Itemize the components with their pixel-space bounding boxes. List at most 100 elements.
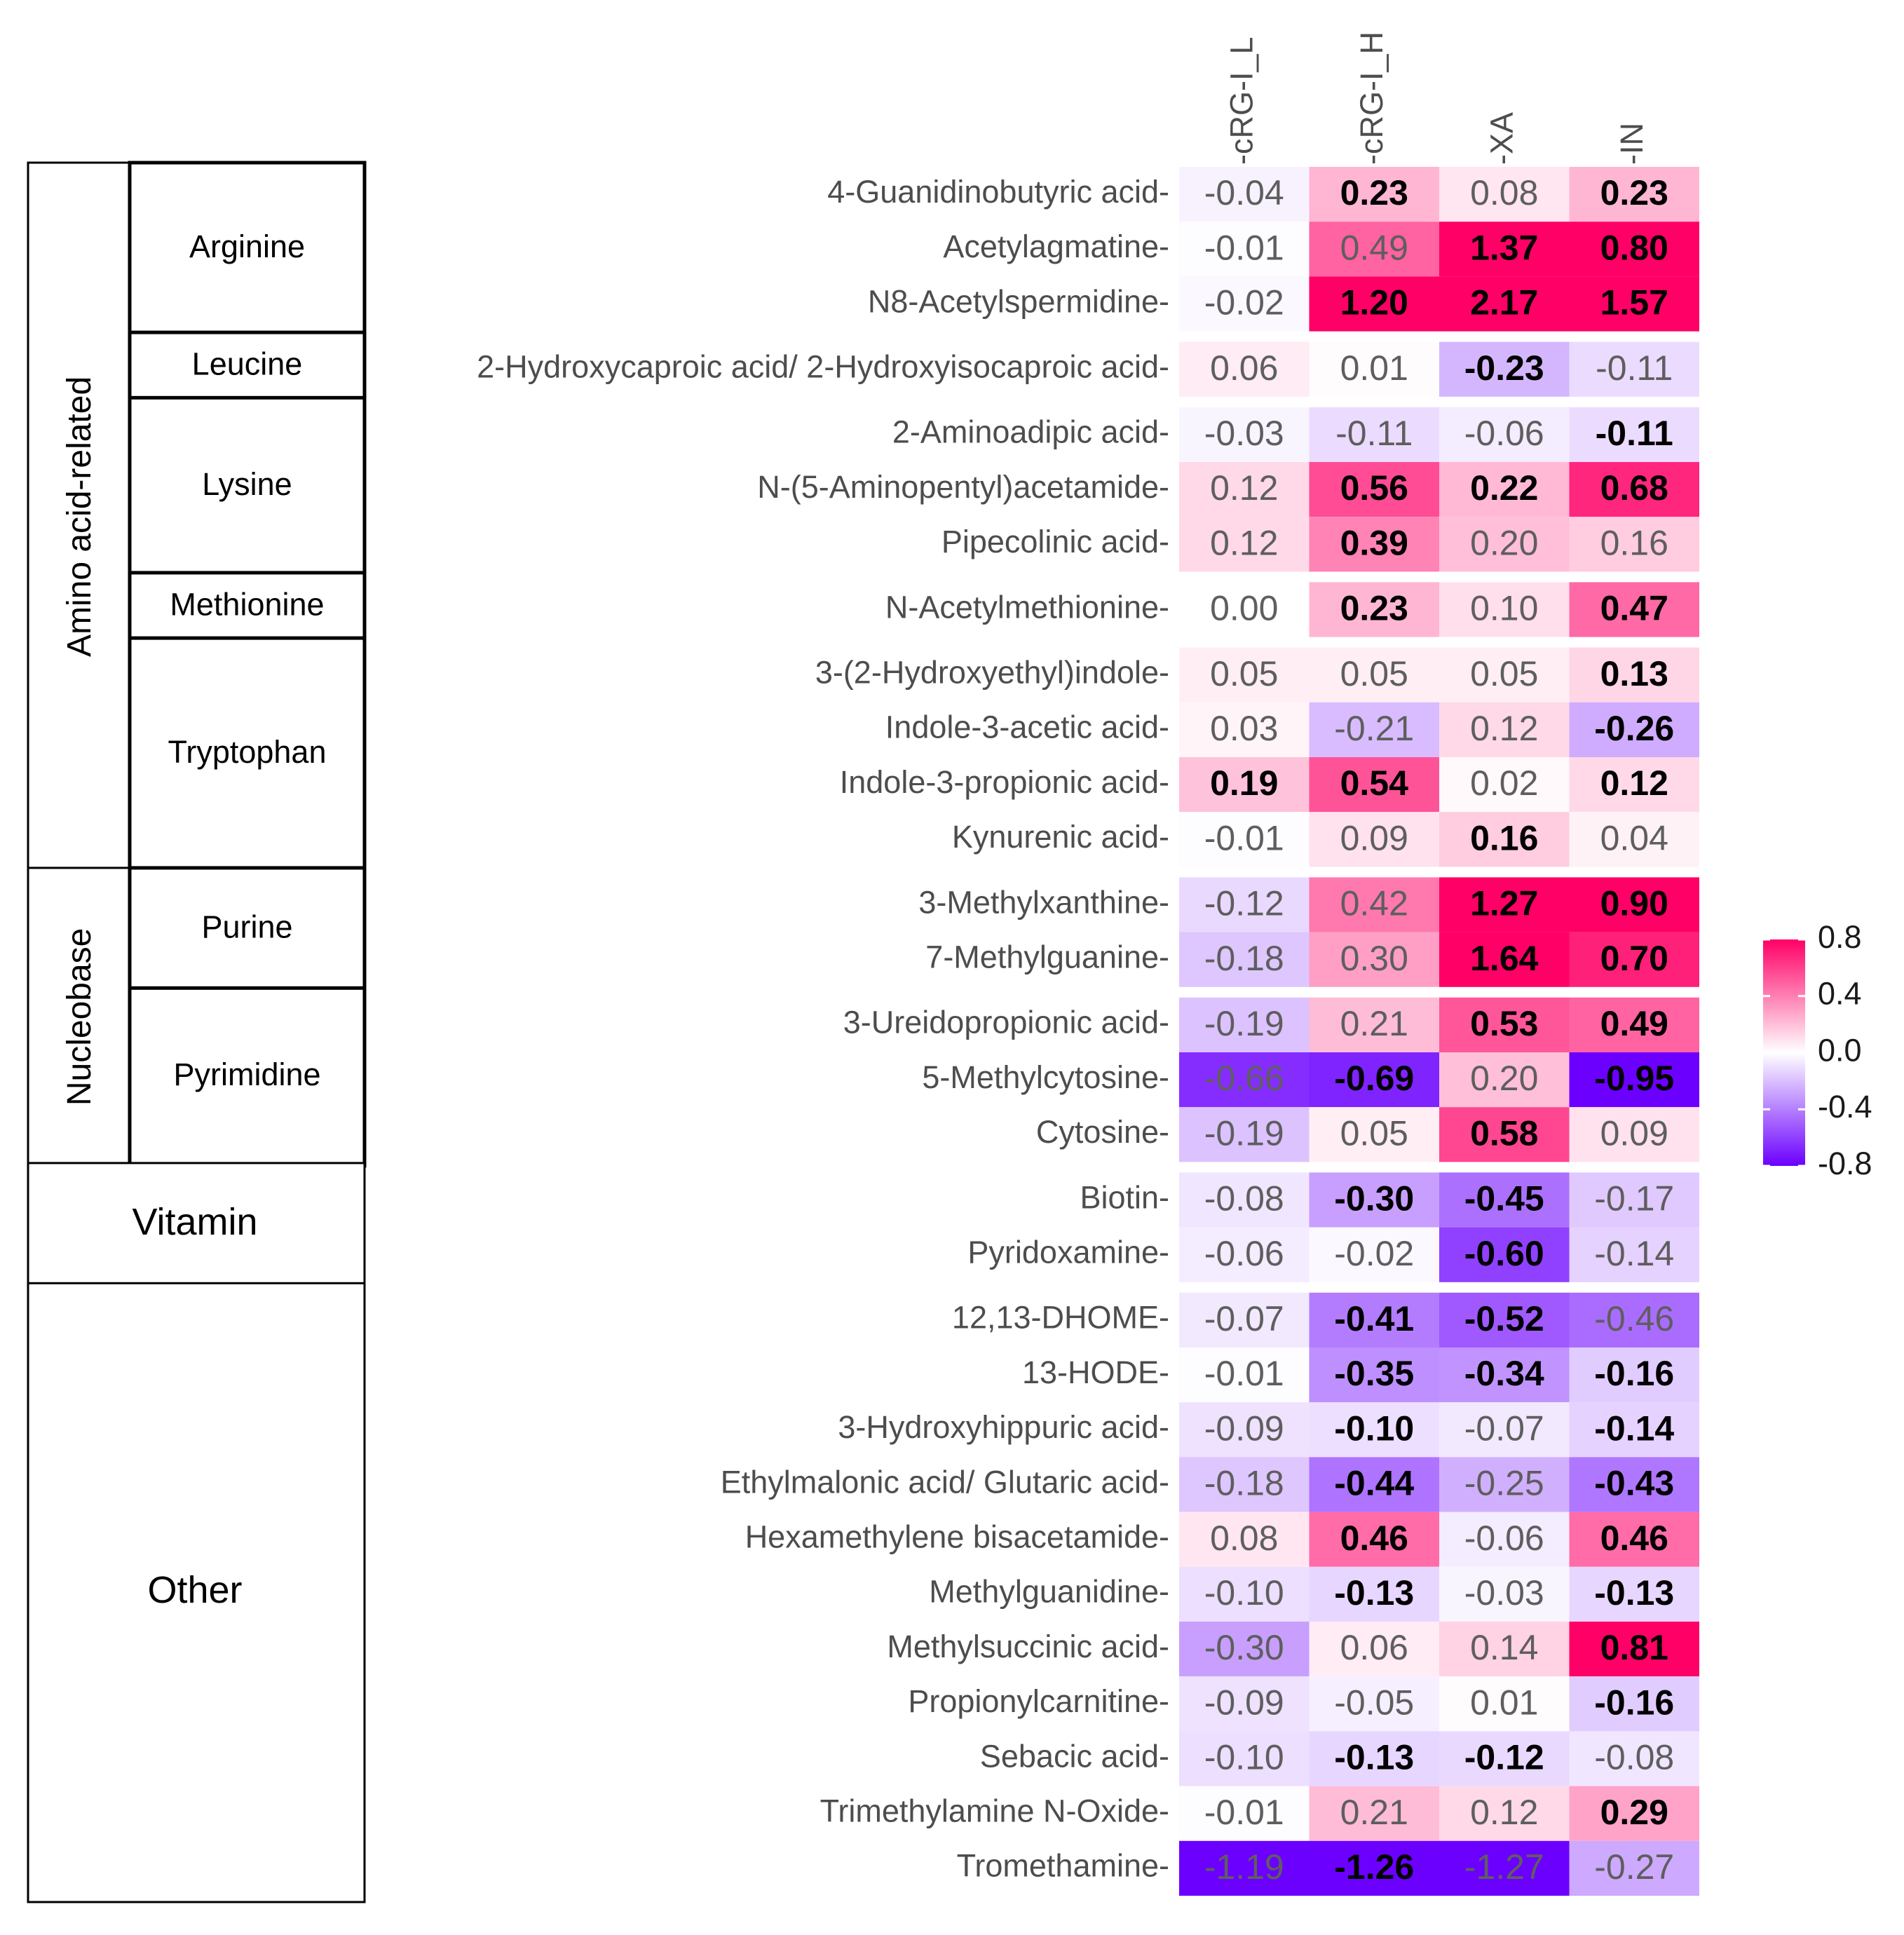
heatmap-cell (1569, 1457, 1699, 1512)
heatmap-cell (1439, 276, 1570, 332)
cell-value-label: -0.44 (1334, 1464, 1414, 1503)
cell-value-label: 0.23 (1340, 173, 1408, 212)
heatmap-cell (1569, 582, 1699, 637)
heatmap-cell (1439, 1347, 1570, 1403)
cell-value-label: -0.18 (1204, 939, 1284, 978)
cell-value-label: -1.27 (1464, 1847, 1544, 1887)
heatmap-cell (1569, 276, 1699, 332)
cell-value-label: -0.34 (1464, 1354, 1544, 1393)
heatmap-cell (1309, 997, 1439, 1052)
row-label: Acetylagmatine- (943, 229, 1169, 264)
cell-value-label: -0.10 (1334, 1408, 1414, 1448)
heatmap-cell (1439, 1107, 1570, 1162)
heatmap-cell (1309, 167, 1439, 222)
group-label-level2: Pyrimidine (173, 1057, 320, 1092)
cell-value-label: -0.13 (1334, 1738, 1414, 1777)
cell-value-label: 0.30 (1340, 939, 1408, 978)
cell-value-label: 0.46 (1340, 1519, 1408, 1558)
cell-value-label: 0.81 (1600, 1628, 1668, 1667)
heatmap-cell (1569, 1731, 1699, 1786)
heatmap-cell (1179, 1292, 1310, 1347)
cell-value-label: 0.16 (1600, 523, 1668, 562)
cell-value-label: -0.66 (1204, 1059, 1284, 1098)
row-label: Methylguanidine- (929, 1574, 1169, 1610)
heatmap-cell (1569, 1227, 1699, 1282)
heatmap-cell (1179, 1676, 1310, 1732)
cell-value-label: 1.37 (1470, 228, 1538, 267)
cell-value-label: -0.17 (1594, 1179, 1674, 1218)
cell-value-label: 0.06 (1210, 348, 1278, 388)
heatmap-cell (1439, 1292, 1570, 1347)
row-label: 7-Methylguanine- (925, 939, 1169, 975)
cell-value-label: -0.08 (1204, 1179, 1284, 1218)
group-label-level1: Amino acid-related (61, 376, 98, 657)
cell-value-label: 0.80 (1600, 228, 1668, 267)
cell-value-label: 0.05 (1210, 654, 1278, 693)
column-labels: -cRG-I_L -cRG-I_H -XA -IN (1224, 32, 1650, 165)
heatmap-cell (1179, 932, 1310, 987)
cell-value-label: -1.26 (1334, 1847, 1414, 1887)
legend-tick-label: 0.0 (1818, 1032, 1862, 1068)
heatmap-cell (1439, 1786, 1570, 1841)
heatmap-cell (1569, 647, 1699, 702)
row-label: Sebacic acid- (980, 1738, 1169, 1774)
cell-value-label: 0.68 (1600, 468, 1668, 508)
heatmap-cell (1179, 1731, 1310, 1786)
cell-value-label: -0.11 (1335, 414, 1413, 453)
group-box-level1 (27, 161, 131, 872)
cell-value-label: 1.64 (1470, 939, 1539, 978)
group-label-level2: Methionine (170, 586, 324, 622)
cell-value-label: -0.03 (1464, 1573, 1544, 1612)
row-label: Kynurenic acid- (952, 819, 1169, 855)
cell-value-label: -1.19 (1204, 1847, 1284, 1887)
column-label: -cRG-I_L (1224, 36, 1260, 165)
cell-value-label: 0.05 (1470, 654, 1538, 693)
heatmap-cell (1439, 407, 1570, 462)
heatmap-cell (1179, 1107, 1310, 1162)
heatmap-cell (1439, 167, 1570, 222)
heatmap-cell (1439, 1676, 1570, 1732)
heatmap-cell (1569, 1292, 1699, 1347)
cell-value-label: 0.39 (1340, 523, 1408, 562)
cell-value-label: -0.25 (1464, 1464, 1544, 1503)
heatmap-cell (1309, 1786, 1439, 1841)
heatmap-cell (1309, 1052, 1439, 1108)
heatmap-cell (1569, 997, 1699, 1052)
row-label: 3-Ureidopropionic acid- (843, 1005, 1169, 1040)
heatmap-cell (1439, 1731, 1570, 1786)
cell-value-label: 0.49 (1600, 1004, 1668, 1043)
heatmap-cell (1309, 222, 1439, 277)
cell-value-label: 0.02 (1470, 763, 1538, 803)
heatmap-cell (1439, 1457, 1570, 1512)
cell-value-label: -0.13 (1334, 1573, 1414, 1612)
heatmap-cell (1179, 1512, 1310, 1567)
cell-value-label: 0.21 (1340, 1793, 1408, 1832)
heatmap-cell (1309, 647, 1439, 702)
cell-value-label: -0.60 (1464, 1234, 1544, 1273)
heatmap-cell (1569, 1172, 1699, 1228)
row-label: 3-Methylxanthine- (918, 884, 1169, 920)
group-label-level2: Leucine (192, 346, 303, 382)
row-label: 2-Hydroxycaproic acid/ 2-Hydroxyisocapro… (477, 348, 1169, 384)
heatmap-cell (1179, 877, 1310, 932)
cell-value-label: 0.29 (1600, 1793, 1668, 1832)
heatmap-cell (1569, 812, 1699, 867)
cell-value-label: 1.57 (1600, 283, 1668, 322)
heatmap-cell (1309, 932, 1439, 987)
column-label: -IN (1614, 123, 1650, 165)
row-label: Hexamethylene bisacetamide- (745, 1519, 1169, 1554)
cell-value-label: 0.09 (1340, 818, 1408, 857)
group-box-level2 (128, 395, 367, 578)
cell-value-label: -0.07 (1464, 1408, 1544, 1448)
cell-value-label: 0.42 (1340, 884, 1408, 923)
heatmap-cell (1179, 582, 1310, 637)
cell-value-label: -0.19 (1204, 1113, 1284, 1153)
heatmap-cell (1569, 702, 1699, 757)
group-label-level2: Purine (201, 909, 292, 944)
heatmap-cell (1179, 222, 1310, 277)
heatmap-cell (1309, 757, 1439, 813)
cell-value-label: 0.10 (1470, 589, 1538, 628)
cell-value-label: -0.16 (1594, 1683, 1674, 1722)
cell-value-label: 0.54 (1340, 763, 1409, 803)
cell-value-label: -0.14 (1594, 1408, 1674, 1448)
